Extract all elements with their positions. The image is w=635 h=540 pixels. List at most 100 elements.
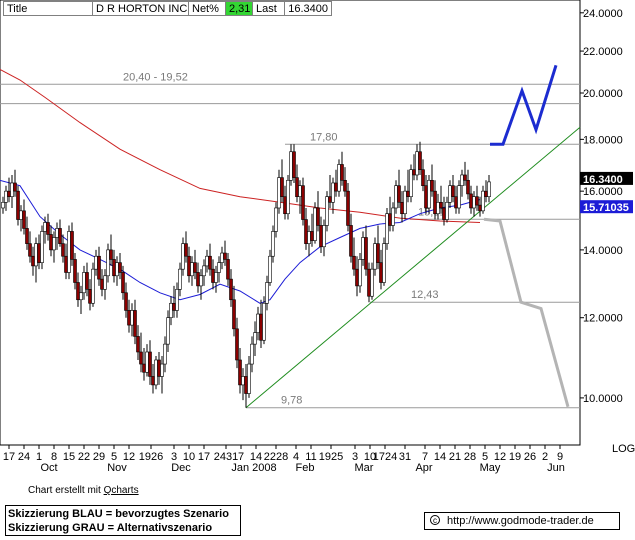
candle-body	[49, 234, 53, 251]
candle-body	[412, 169, 416, 176]
price-label-text: 16.3400	[583, 174, 623, 186]
candle-body	[385, 213, 389, 244]
x-day-label: 10	[183, 451, 195, 463]
x-day-label: 12	[494, 451, 506, 463]
x-day-label: 1926	[139, 451, 163, 463]
candle-body	[295, 177, 299, 197]
candle-body	[235, 328, 239, 361]
candle-body	[430, 179, 434, 192]
x-day-label: 3	[352, 451, 358, 463]
y-tick-label: 18.0000	[583, 134, 623, 146]
candle-body	[220, 252, 224, 263]
candle-body	[91, 268, 95, 304]
candle-body	[157, 359, 161, 377]
candle-body	[115, 262, 119, 277]
candle-body	[238, 359, 242, 386]
x-month-label: Jan 2008	[231, 462, 276, 474]
x-day-label: 28	[464, 451, 476, 463]
candle-body	[97, 255, 101, 280]
candle-body	[280, 177, 284, 197]
price-label-box	[580, 171, 633, 185]
candle-body	[286, 179, 290, 215]
candle-body	[100, 278, 104, 290]
candle-body	[79, 292, 83, 301]
website-url[interactable]: http://www.godmode-trader.de	[447, 515, 594, 527]
net-percent-value: 2,31	[225, 1, 253, 16]
candle-body	[319, 225, 323, 248]
y-tick-label: 20.0000	[583, 88, 623, 100]
candle-body	[316, 207, 320, 226]
last-value: 16.3400	[284, 1, 332, 16]
level-label: 17,80	[310, 131, 338, 143]
candle-body	[124, 292, 128, 311]
candle-body	[202, 265, 206, 277]
log-scale-label: LOG	[612, 443, 635, 455]
price-label-text: 15.71035	[583, 202, 629, 214]
candle-body	[130, 310, 134, 326]
candle-body	[334, 182, 338, 192]
candle-body	[364, 237, 368, 270]
x-day-label: 8	[51, 451, 57, 463]
scenario-lines	[483, 64, 570, 408]
candle-body	[52, 237, 56, 251]
credit-text: Chart erstellt mit	[28, 485, 104, 496]
candle-body	[397, 185, 401, 203]
candle-body	[331, 182, 335, 203]
candle-body	[466, 179, 470, 195]
candle-body	[187, 255, 191, 277]
level-label: 12,43	[411, 289, 439, 301]
candle-body	[226, 259, 230, 280]
candle-body	[148, 351, 152, 377]
candle-body	[64, 255, 68, 273]
candle-body	[139, 351, 143, 365]
candle-body	[190, 262, 194, 277]
candle-body	[262, 302, 266, 341]
website-link[interactable]: c http://www.godmode-trader.de	[424, 512, 620, 530]
scenario-blue	[490, 64, 558, 146]
candle-body	[73, 259, 77, 283]
candle-body	[349, 225, 353, 257]
credit-brand[interactable]: Qcharts	[103, 485, 139, 496]
candle-body	[211, 268, 215, 283]
candle-body	[184, 243, 188, 257]
candle-body	[313, 207, 317, 241]
x-day-label: 5	[111, 451, 117, 463]
candle-body	[463, 174, 467, 181]
candle-body	[25, 228, 29, 244]
candle-body	[127, 310, 131, 326]
series-ma50	[0, 179, 481, 304]
scenario-legend: Skizzierung BLAU = bevorzugtes Szenario …	[5, 505, 241, 536]
y-tick-label: 12.0000	[583, 313, 623, 325]
price-labels: 16.3400 15.71035	[580, 171, 633, 214]
candle-body	[118, 262, 122, 273]
candle-body	[322, 225, 326, 248]
y-tick-label: 10.0000	[583, 393, 623, 405]
candle-body	[106, 249, 110, 277]
x-day-label: 10	[364, 451, 376, 463]
x-month-label: Dec	[171, 462, 191, 474]
candle-body	[415, 151, 419, 176]
x-month-label: Jun	[547, 462, 565, 474]
candle-body	[40, 231, 44, 263]
x-month-label: May	[480, 462, 501, 474]
legend-blue-scenario: Skizzierung BLAU = bevorzugtes Szenario	[8, 508, 229, 520]
candle-body	[271, 231, 275, 257]
scenario-grey	[483, 217, 570, 408]
candle-body	[151, 376, 155, 386]
x-month-label: Mar	[355, 462, 374, 474]
candle-body	[442, 207, 446, 220]
x-day-label: 9	[557, 451, 563, 463]
candle-body	[7, 190, 11, 197]
candle-body	[418, 151, 422, 170]
candle-body	[160, 363, 164, 377]
candle-body	[367, 268, 371, 297]
candle-body	[457, 185, 461, 209]
candle-body	[361, 237, 365, 260]
x-day-label: 7	[238, 451, 244, 463]
candle-body	[481, 190, 485, 212]
candlesticks	[1, 141, 491, 408]
candle-body	[13, 182, 17, 192]
candle-body	[328, 196, 332, 203]
candle-body	[403, 190, 407, 215]
candle-body	[136, 336, 140, 353]
